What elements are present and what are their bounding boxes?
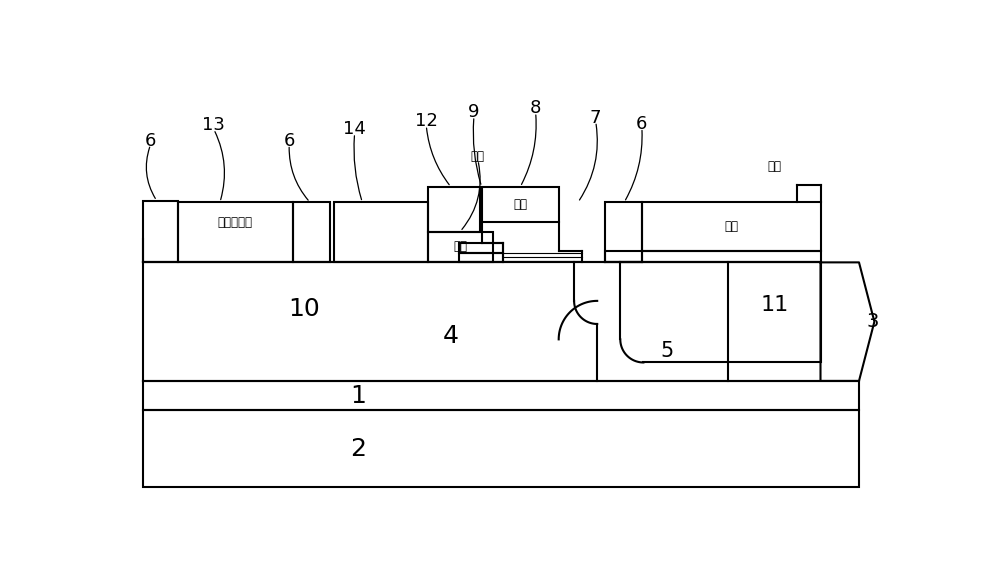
Bar [178,202,293,262]
Text: 12: 12 [415,113,438,131]
Bar [143,381,859,410]
Text: 1: 1 [351,383,366,408]
Text: 7: 7 [590,109,601,127]
Text: 10: 10 [289,297,320,320]
Text: 2: 2 [351,437,366,461]
Bar [459,253,503,262]
Text: 3: 3 [867,312,879,331]
Text: 二极管外端: 二极管外端 [218,216,253,229]
Text: 6: 6 [636,115,648,133]
Bar [334,202,428,262]
Bar [459,243,503,253]
Text: 源极: 源极 [453,240,467,253]
Text: 栌极: 栌极 [513,198,527,211]
Bar [428,231,493,262]
Bar [293,202,330,262]
Bar [428,187,480,231]
Text: 4: 4 [443,324,459,347]
Bar [482,187,559,222]
Text: 5: 5 [660,341,673,361]
Text: 8: 8 [530,100,541,117]
Text: 11: 11 [760,294,788,315]
Text: 6: 6 [145,132,156,150]
Text: 源极: 源极 [471,150,485,163]
Bar [143,201,178,262]
Bar [605,202,642,262]
Text: 漏极: 漏极 [724,221,738,234]
Text: 9: 9 [468,103,480,121]
Text: 14: 14 [343,120,366,138]
Bar [728,262,820,363]
Text: 13: 13 [202,117,225,135]
Bar [605,251,821,262]
Bar [143,410,859,487]
Bar [642,202,820,251]
Text: 漏极: 漏极 [767,160,781,173]
Text: 6: 6 [284,132,295,150]
